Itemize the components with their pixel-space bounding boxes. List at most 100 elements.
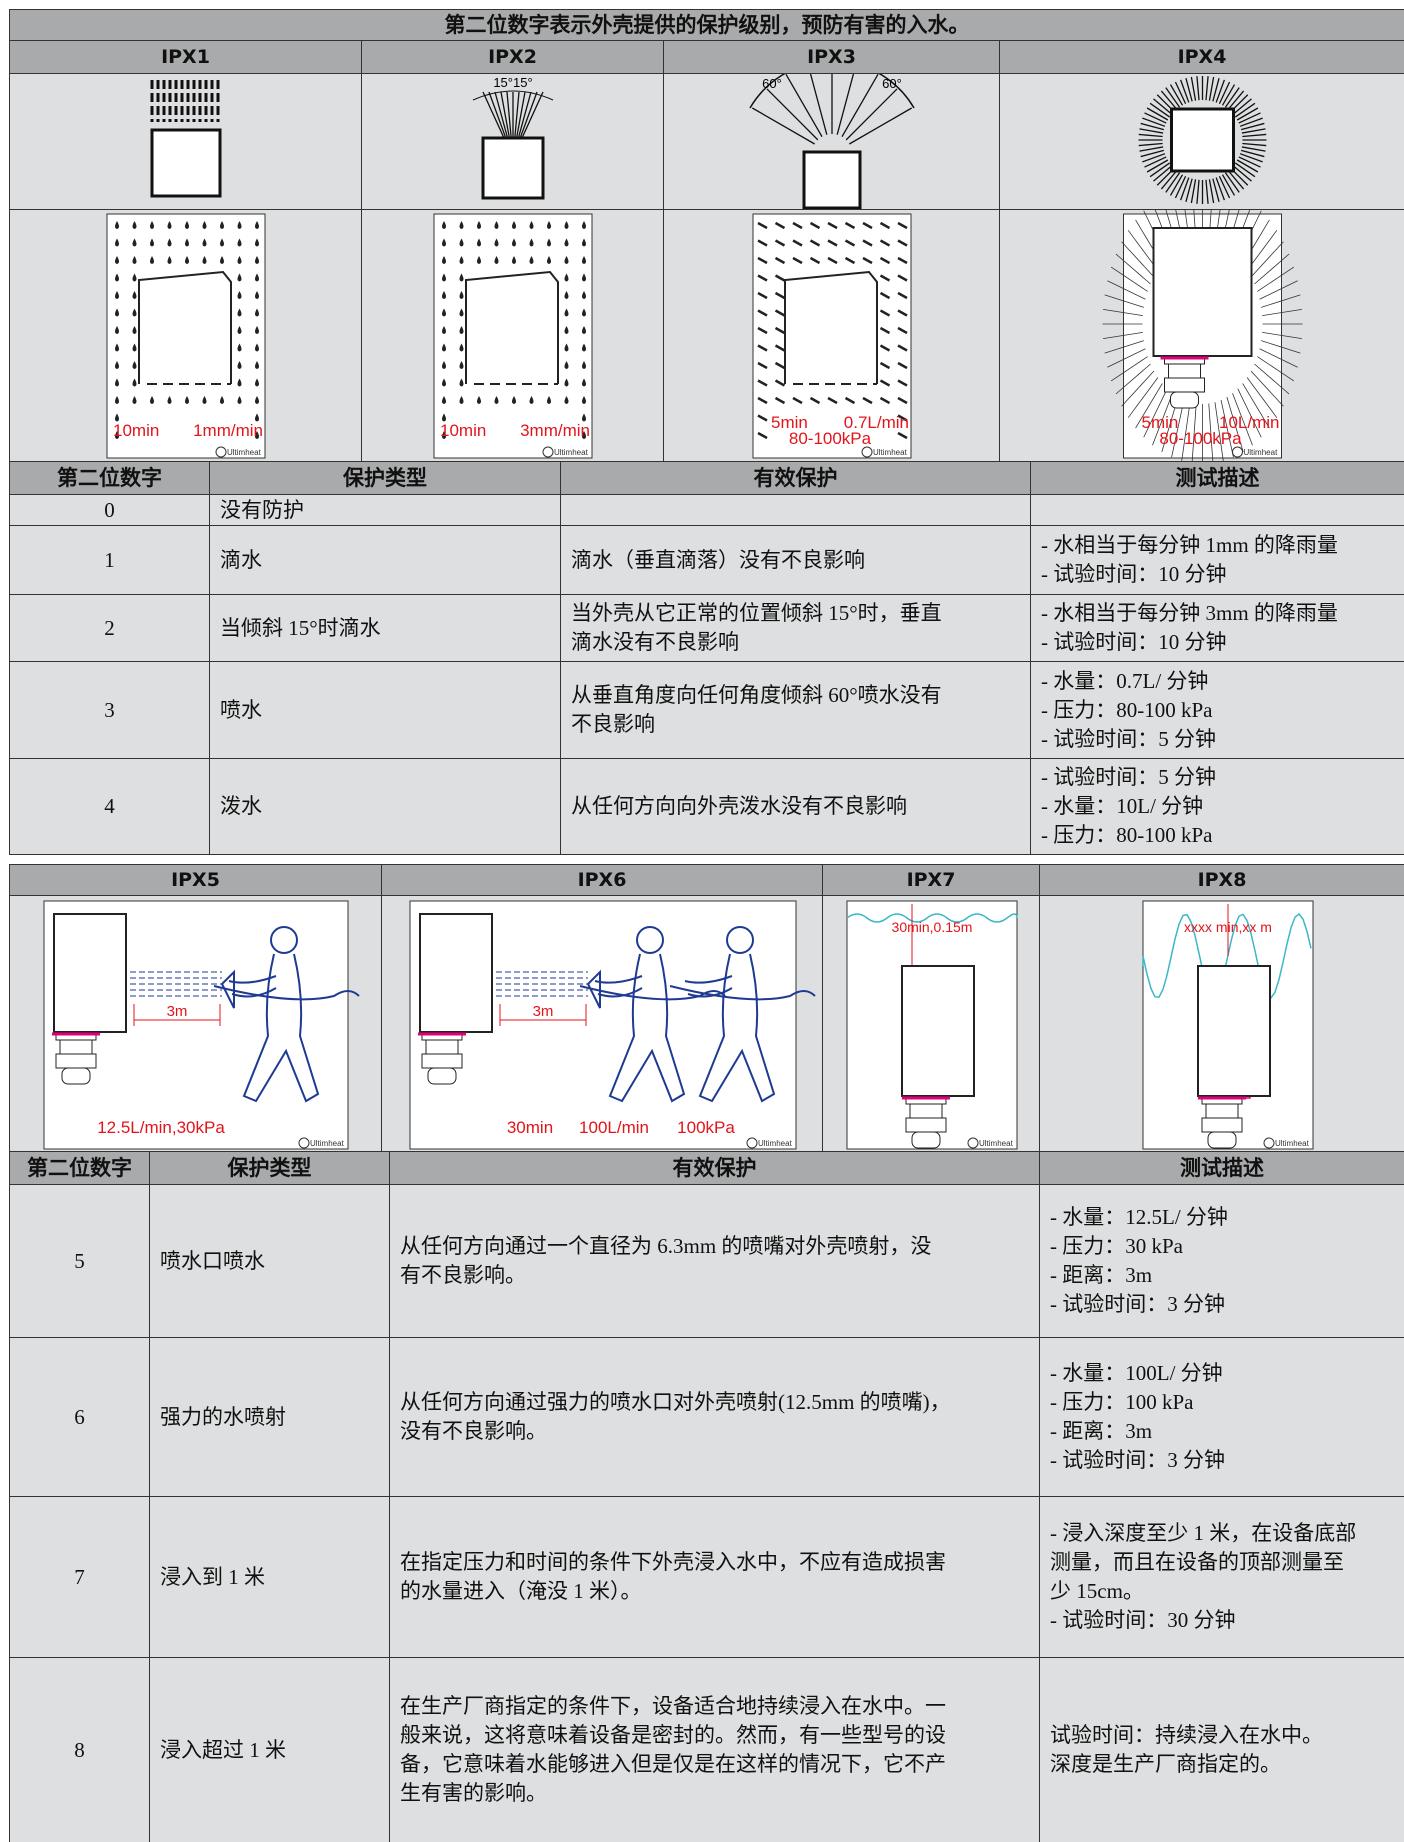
spray — [1110, 356, 1148, 382]
drop — [442, 326, 446, 334]
digit-cell: 0 — [9, 494, 210, 526]
drop — [255, 238, 259, 247]
gland — [911, 1131, 941, 1149]
text-line: - 浸入深度至少 1 米，在设备底部 — [1050, 1521, 1357, 1545]
spray — [1261, 340, 1301, 354]
drop — [237, 221, 242, 229]
spray — [500, 91, 511, 139]
drop — [167, 396, 172, 404]
watermark: Ultimheat — [310, 1139, 345, 1148]
jet — [879, 256, 891, 265]
spray — [1221, 174, 1236, 196]
drop — [255, 326, 259, 334]
drop — [167, 221, 172, 229]
ipx-header: IPX8 — [1039, 864, 1404, 896]
jet — [827, 221, 838, 230]
photo-cell: 5min 10L/min 80-100kPa Ultimheat — [999, 209, 1404, 462]
spray — [841, 74, 879, 138]
drop — [255, 378, 259, 387]
gland — [421, 1053, 463, 1069]
enclosure — [1152, 227, 1253, 357]
spray — [1196, 76, 1200, 101]
water-surface — [846, 913, 1018, 923]
drop — [237, 256, 242, 264]
text-line: 生有害的影响。 — [400, 1781, 547, 1805]
spray — [1246, 377, 1278, 418]
spray — [1234, 162, 1256, 178]
test-cell — [1030, 494, 1404, 526]
drop — [115, 431, 119, 439]
ipx-header: IPX4 — [999, 40, 1404, 74]
drop — [582, 431, 586, 439]
jet — [792, 221, 803, 230]
text-line: - 水量：10L/ 分钟 — [1041, 794, 1204, 818]
drop — [582, 308, 586, 317]
drop — [237, 343, 242, 352]
jet — [757, 326, 768, 335]
jet — [897, 256, 908, 265]
drop — [255, 291, 259, 299]
person-body — [698, 953, 776, 1103]
ipx-header: IPX5 — [9, 864, 382, 896]
drop — [132, 361, 137, 369]
type-cell: 浸入超过 1 米 — [149, 1657, 390, 1842]
drop — [237, 308, 242, 317]
photo-text: 5min — [1142, 413, 1179, 432]
enclosure — [784, 270, 878, 384]
drop — [459, 396, 464, 404]
spray — [519, 91, 538, 139]
photo-cell: 5min 0.7L/min 80-100kPa Ultimheat — [663, 209, 1000, 462]
spray — [1179, 79, 1190, 103]
spray — [488, 91, 507, 139]
spray — [1214, 402, 1224, 461]
drop — [115, 396, 119, 404]
drop — [547, 238, 551, 247]
illustration: 10min 3mm/min Ultimheat — [433, 213, 593, 459]
jet — [757, 221, 768, 230]
drop — [582, 221, 586, 229]
text-line: - 压力：100 kPa — [1050, 1390, 1194, 1414]
enclosure — [419, 913, 493, 1033]
drop — [237, 361, 242, 369]
jet — [792, 239, 803, 247]
jet — [757, 414, 768, 422]
jet — [827, 256, 838, 265]
watermark: Ultimheat — [554, 448, 589, 457]
watermark-icon — [215, 446, 227, 458]
drop — [459, 343, 464, 352]
jet — [879, 361, 891, 370]
table-header: 测试描述 — [1039, 1151, 1404, 1185]
drop — [442, 273, 446, 282]
watermark-icon — [298, 1137, 310, 1149]
drop — [564, 221, 569, 229]
watermark: Ultimheat — [1275, 1139, 1310, 1148]
spray — [1139, 146, 1164, 152]
angle-label: 15°15° — [493, 75, 532, 90]
drop — [529, 221, 534, 229]
hose — [669, 985, 816, 1001]
spray — [1149, 162, 1171, 178]
digit: 3 — [104, 697, 115, 722]
drop — [185, 396, 189, 404]
photo-text: 10min — [440, 421, 486, 440]
digit: 2 — [104, 615, 115, 640]
digit: 1 — [104, 547, 115, 572]
type-cell: 当倾斜 15°时滴水 — [209, 594, 561, 662]
spray — [1224, 172, 1240, 193]
photo-text: 80-100kPa — [1159, 429, 1242, 448]
digit-cell: 7 — [9, 1496, 150, 1658]
text-line: - 试验时间：30 分钟 — [1050, 1608, 1236, 1632]
drop — [132, 291, 137, 299]
spray — [1215, 79, 1226, 103]
jet — [774, 221, 786, 230]
spray — [1240, 122, 1265, 131]
spray — [1169, 84, 1184, 106]
icon-cell: 15°15° — [361, 73, 664, 210]
spray — [1146, 107, 1169, 121]
drop — [564, 291, 569, 299]
drop — [582, 396, 586, 404]
drop — [255, 273, 259, 282]
watermark-icon — [1232, 446, 1243, 458]
drop — [442, 378, 446, 387]
